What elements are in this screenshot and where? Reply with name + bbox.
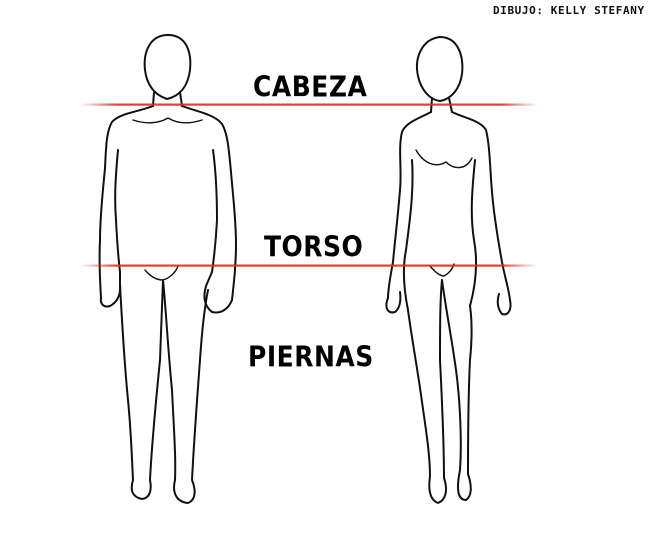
female-body (387, 111, 511, 301)
head-divider-line (80, 103, 538, 106)
female-legs (407, 279, 473, 504)
male-chest-details (132, 117, 203, 281)
male-head (143, 34, 192, 100)
female-chest-details (415, 149, 473, 277)
male-legs (119, 279, 209, 504)
male-inner-arms (114, 149, 218, 273)
female-waist (402, 159, 478, 311)
head-label: CABEZA (253, 70, 368, 104)
male-torso (98, 105, 237, 301)
female-figure (385, 36, 512, 504)
credit-text: DIBUJO: KELLY STEFANY (493, 4, 645, 17)
male-figure (98, 34, 237, 504)
female-head (416, 36, 464, 102)
legs-label: PIERNAS (248, 340, 374, 374)
torso-label: TORSO (264, 230, 364, 264)
female-hands (385, 291, 512, 316)
torso-divider-line (80, 264, 538, 267)
